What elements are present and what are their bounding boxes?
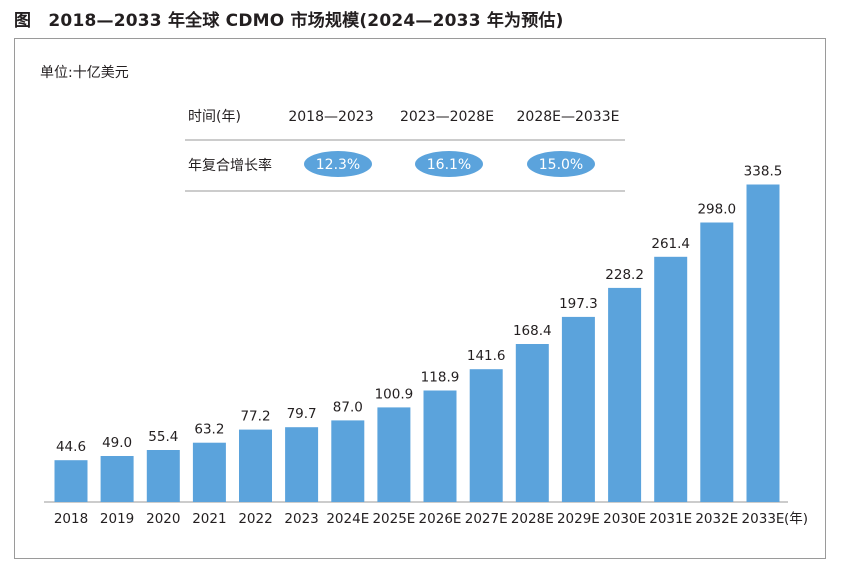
x-axis-unit-label: (年) bbox=[784, 511, 808, 527]
cagr-rate-2: 16.1% bbox=[427, 157, 471, 173]
bar-2022 bbox=[239, 429, 272, 502]
x-tick-2030E: 2030E bbox=[603, 511, 646, 527]
value-label-2032E: 298.0 bbox=[697, 202, 736, 218]
bar-2025E bbox=[377, 407, 411, 502]
x-tick-2020: 2020 bbox=[146, 511, 180, 527]
x-tick-2023: 2023 bbox=[284, 511, 318, 527]
cagr-row2-label: 年复合增长率 bbox=[188, 157, 272, 174]
value-label-2019: 49.0 bbox=[102, 435, 132, 451]
bar-2021 bbox=[192, 442, 226, 502]
bar-2024E bbox=[331, 420, 365, 502]
value-label-2026E: 118.9 bbox=[421, 370, 460, 386]
cagr-table: 时间(年) 年复合增长率 2018—2023 2023—2028E 2028E—… bbox=[185, 109, 625, 192]
chart-frame bbox=[14, 38, 826, 559]
cagr-row1-label: 时间(年) bbox=[188, 109, 241, 125]
cagr-rate-3: 15.0% bbox=[539, 157, 583, 173]
value-label-2018: 44.6 bbox=[56, 439, 86, 455]
bar-2023 bbox=[285, 427, 319, 502]
cagr-period-2: 2023—2028E bbox=[400, 109, 494, 125]
x-tick-2026E: 2026E bbox=[419, 511, 462, 527]
value-label-2033E: 338.5 bbox=[744, 164, 783, 180]
cagr-period-1: 2018—2023 bbox=[288, 109, 373, 125]
figure-title: 图 2018—2033 年全球 CDMO 市场规模(2024—2033 年为预估… bbox=[14, 11, 564, 31]
bar-2026E bbox=[423, 390, 457, 502]
bar-2031E bbox=[654, 256, 688, 502]
x-tick-2033E: 2033E bbox=[742, 511, 785, 527]
bar-2033E bbox=[746, 184, 780, 502]
bars-group bbox=[54, 184, 780, 502]
value-label-2023: 79.7 bbox=[287, 406, 317, 422]
x-tick-2029E: 2029E bbox=[557, 511, 600, 527]
x-tick-2021: 2021 bbox=[192, 511, 226, 527]
cagr-pill-3 bbox=[527, 151, 595, 177]
value-label-2027E: 141.6 bbox=[467, 348, 506, 364]
bar-2020 bbox=[146, 450, 180, 502]
bar-2027E bbox=[469, 369, 503, 502]
x-tick-2031E: 2031E bbox=[649, 511, 692, 527]
x-tick-2027E: 2027E bbox=[465, 511, 508, 527]
x-tick-2019: 2019 bbox=[100, 511, 134, 527]
x-tick-labels-group: 2018 2019 2020 2021 2022 2023 2024E 2025E 2026E 2… bbox=[54, 511, 785, 527]
value-label-2031E: 261.4 bbox=[651, 236, 690, 252]
bar-2018 bbox=[54, 460, 88, 502]
x-tick-2028E: 2028E bbox=[511, 511, 554, 527]
unit-label: 单位:十亿美元 bbox=[40, 65, 129, 81]
value-label-2029E: 197.3 bbox=[559, 296, 598, 312]
bar-2028E bbox=[515, 344, 549, 502]
bar-2032E bbox=[700, 222, 734, 502]
bar-2029E bbox=[561, 316, 595, 502]
x-tick-2032E: 2032E bbox=[695, 511, 738, 527]
value-label-2021: 63.2 bbox=[194, 422, 224, 438]
value-label-2030E: 228.2 bbox=[605, 267, 644, 283]
value-label-2028E: 168.4 bbox=[513, 323, 552, 339]
value-labels-group: 44.6 49.0 55.4 63.2 77.2 79.7 87.0 100.9 118.9 14… bbox=[56, 164, 782, 456]
bar-2030E bbox=[608, 287, 642, 502]
value-label-2024E: 87.0 bbox=[333, 399, 363, 415]
value-label-2025E: 100.9 bbox=[375, 386, 414, 402]
x-tick-2024E: 2024E bbox=[326, 511, 369, 527]
cagr-rate-1: 12.3% bbox=[316, 157, 360, 173]
value-label-2022: 77.2 bbox=[240, 409, 270, 425]
x-tick-2018: 2018 bbox=[54, 511, 88, 527]
cagr-period-3: 2028E—2033E bbox=[517, 109, 620, 125]
value-label-2020: 55.4 bbox=[148, 429, 178, 445]
x-tick-2022: 2022 bbox=[238, 511, 272, 527]
x-tick-2025E: 2025E bbox=[372, 511, 415, 527]
bar-2019 bbox=[100, 456, 134, 502]
cagr-pill-2 bbox=[415, 151, 483, 177]
cagr-pill-1 bbox=[304, 151, 372, 177]
